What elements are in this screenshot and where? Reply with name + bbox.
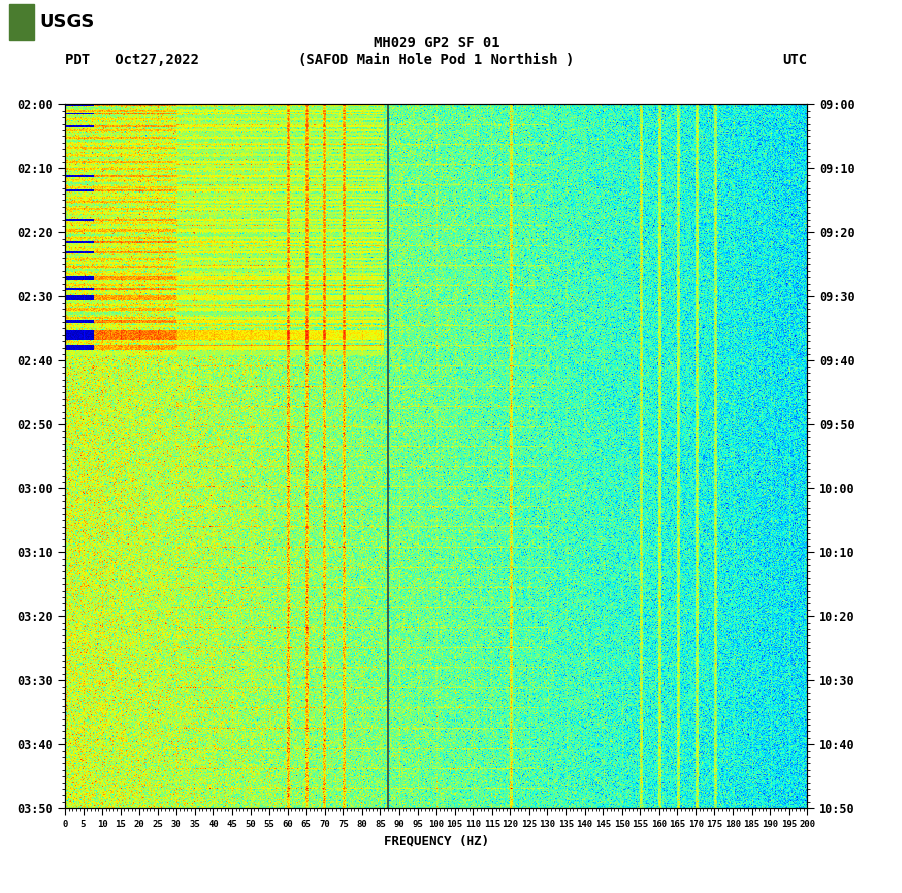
Text: PDT   Oct27,2022: PDT Oct27,2022: [65, 53, 199, 67]
Text: USGS: USGS: [40, 13, 95, 31]
Text: UTC: UTC: [782, 53, 807, 67]
Text: (SAFOD Main Hole Pod 1 Northish ): (SAFOD Main Hole Pod 1 Northish ): [299, 53, 575, 67]
Text: MH029 GP2 SF 01: MH029 GP2 SF 01: [373, 36, 500, 50]
Bar: [9, 4, 34, 40]
X-axis label: FREQUENCY (HZ): FREQUENCY (HZ): [383, 835, 489, 847]
